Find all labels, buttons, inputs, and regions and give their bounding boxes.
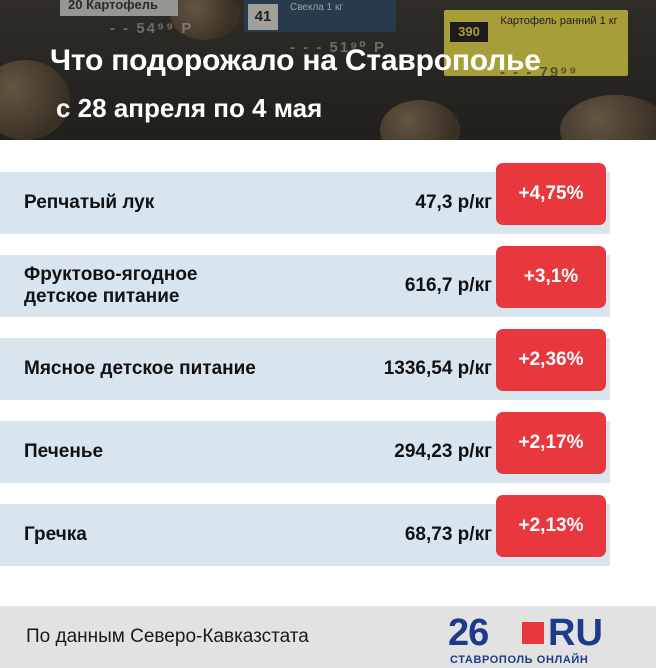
price-strip: - - - 51⁹⁰ Р (290, 39, 387, 56)
product-price: 68,73 р/кг (404, 524, 492, 545)
site-logo[interactable]: 26 RU СТАВРОПОЛЬ ОНЛАЙН (448, 612, 628, 666)
source-note: По данным Северо-Кавказстата (26, 626, 309, 647)
potato-image (170, 0, 240, 40)
change-badge: +3,1% (496, 246, 606, 308)
logo-domain: RU (548, 612, 603, 654)
table-row: Репчатый лук 47,3 р/кг +4,75% (0, 163, 610, 234)
table-row: Гречка 68,73 р/кг +2,13% (0, 495, 610, 566)
table-row: Мясное детское питание 1336,54 р/кг +2,3… (0, 329, 610, 400)
price-tag-label: Картофель ранний 1 кг (500, 15, 618, 27)
table-row: Печенье 294,23 р/кг +2,17% (0, 412, 610, 483)
change-badge: +2,36% (496, 329, 606, 391)
product-name: Фруктово-ягодное детское питание (24, 264, 198, 307)
logo-square-icon (522, 622, 544, 644)
table-row: Фруктово-ягодное детское питание 616,7 р… (0, 246, 610, 317)
product-name: Репчатый лук (24, 192, 155, 213)
product-price: 294,23 р/кг (394, 441, 492, 462)
product-price: 47,3 р/кг (415, 192, 492, 213)
price-tag-label: Свекла 1 кг (290, 2, 344, 13)
price-tag-potato: 20 Картофель (60, 0, 178, 16)
product-name: Мясное детское питание (24, 358, 256, 379)
page-title: Что подорожало на Ставрополье (50, 44, 541, 77)
footer: По данным Северо-Кавказстата 26 RU СТАВР… (0, 606, 656, 668)
price-tag-early-potato (444, 10, 628, 76)
logo-number: 26 (448, 612, 489, 654)
change-badge: +2,17% (496, 412, 606, 474)
price-strip: - - 54⁹⁹ Р (110, 20, 194, 37)
product-price: 1336,54 р/кг (383, 358, 492, 379)
product-name: Гречка (24, 524, 87, 545)
change-badge: +2,13% (496, 495, 606, 557)
potato-image (380, 100, 460, 140)
product-name: Печенье (24, 441, 104, 462)
potato-image (0, 60, 70, 140)
price-tag-number: 41 (248, 4, 278, 30)
price-tag-number: 390 (450, 22, 488, 42)
page-subtitle: с 28 апреля по 4 мая (56, 93, 323, 123)
logo-subtitle: СТАВРОПОЛЬ ОНЛАЙН (450, 654, 589, 666)
product-price: 616,7 р/кг (404, 275, 492, 296)
header-overlay (0, 0, 656, 140)
header-banner: 20 Картофель 41 Свекла 1 кг - - 54⁹⁹ Р -… (0, 0, 656, 140)
price-strip: - - - 79⁹⁹ (500, 64, 579, 81)
change-badge: +4,75% (496, 163, 606, 225)
